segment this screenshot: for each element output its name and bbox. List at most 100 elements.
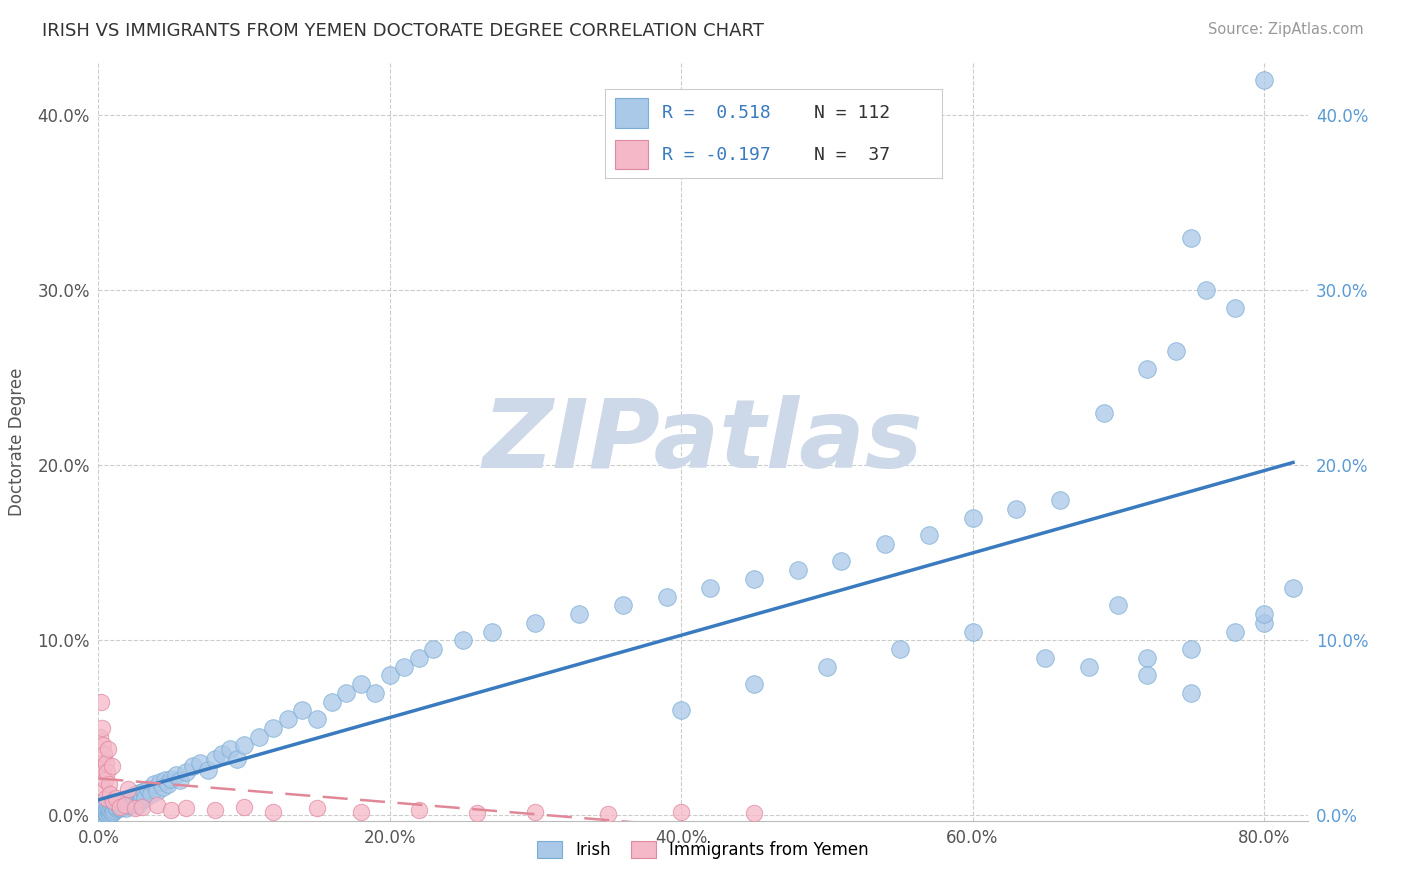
Point [111,796,134,810]
Point [100,805,122,820]
Point [93,805,115,819]
Point [112,799,135,814]
Point [125,788,148,802]
Point [91,739,114,753]
Point [97,742,120,756]
Text: N =  37: N = 37 [814,145,890,164]
Point [197,763,219,777]
Point [149,775,172,789]
Point [132,784,155,798]
Text: Source: ZipAtlas.com: Source: ZipAtlas.com [1208,22,1364,37]
Point [169,773,191,788]
Point [105,799,128,814]
Point [1033,650,1056,665]
Point [1166,344,1188,359]
Point [422,642,444,657]
Point [305,801,328,815]
Point [90,805,112,819]
Point [815,659,838,673]
Point [91,803,114,817]
Point [277,712,299,726]
Point [142,777,165,791]
Point [350,677,373,691]
Point [524,805,547,819]
Point [157,777,180,791]
Point [93,782,115,797]
Point [786,563,808,577]
Point [742,677,765,691]
Text: ZIPatlas: ZIPatlas [482,395,924,488]
Point [90,756,112,770]
Point [190,756,212,770]
Point [98,806,121,821]
Point [378,668,401,682]
Point [262,805,284,819]
Point [124,801,146,815]
Point [335,686,357,700]
Point [465,805,488,820]
Point [408,650,430,665]
Point [165,768,187,782]
Y-axis label: Doctorate Degree: Doctorate Degree [8,368,27,516]
Point [1136,362,1159,376]
Point [174,764,197,779]
Point [139,788,162,802]
Text: R = -0.197: R = -0.197 [662,145,770,164]
Point [742,805,765,820]
Point [124,794,146,808]
Point [1253,615,1275,630]
Point [122,789,145,804]
Point [101,797,124,812]
Point [155,773,177,788]
Point [101,794,124,808]
Point [120,790,142,805]
Point [110,801,132,815]
Point [742,572,765,586]
Point [96,764,118,779]
Point [136,782,159,797]
Point [101,805,124,819]
Point [94,773,117,788]
Point [962,510,984,524]
Point [1092,406,1115,420]
Bar [614,98,648,128]
Point [94,805,117,820]
Point [152,780,174,795]
Point [225,752,247,766]
Point [91,806,114,821]
Point [218,742,240,756]
Point [89,806,111,821]
Text: N = 112: N = 112 [814,103,890,122]
Point [204,803,226,817]
Point [305,712,328,726]
Point [89,730,111,744]
Point [128,786,150,800]
Point [451,633,474,648]
Point [655,590,678,604]
Point [93,801,115,815]
Text: IRISH VS IMMIGRANTS FROM YEMEN DOCTORATE DEGREE CORRELATION CHART: IRISH VS IMMIGRANTS FROM YEMEN DOCTORATE… [42,22,763,40]
Point [174,801,197,815]
Point [598,806,620,821]
Bar [614,140,648,169]
Point [131,799,153,814]
Point [524,615,547,630]
Point [98,788,121,802]
Point [962,624,984,639]
Point [1194,283,1216,297]
Point [394,659,416,673]
Point [830,554,852,568]
Point [1253,73,1275,87]
Point [96,802,118,816]
Point [1049,493,1071,508]
Point [233,799,256,814]
Point [1005,502,1028,516]
Point [93,747,115,761]
Point [1253,607,1275,621]
Point [104,790,127,805]
Point [247,730,270,744]
Point [129,792,152,806]
Point [98,803,121,817]
Point [97,801,120,815]
Point [1180,230,1202,244]
